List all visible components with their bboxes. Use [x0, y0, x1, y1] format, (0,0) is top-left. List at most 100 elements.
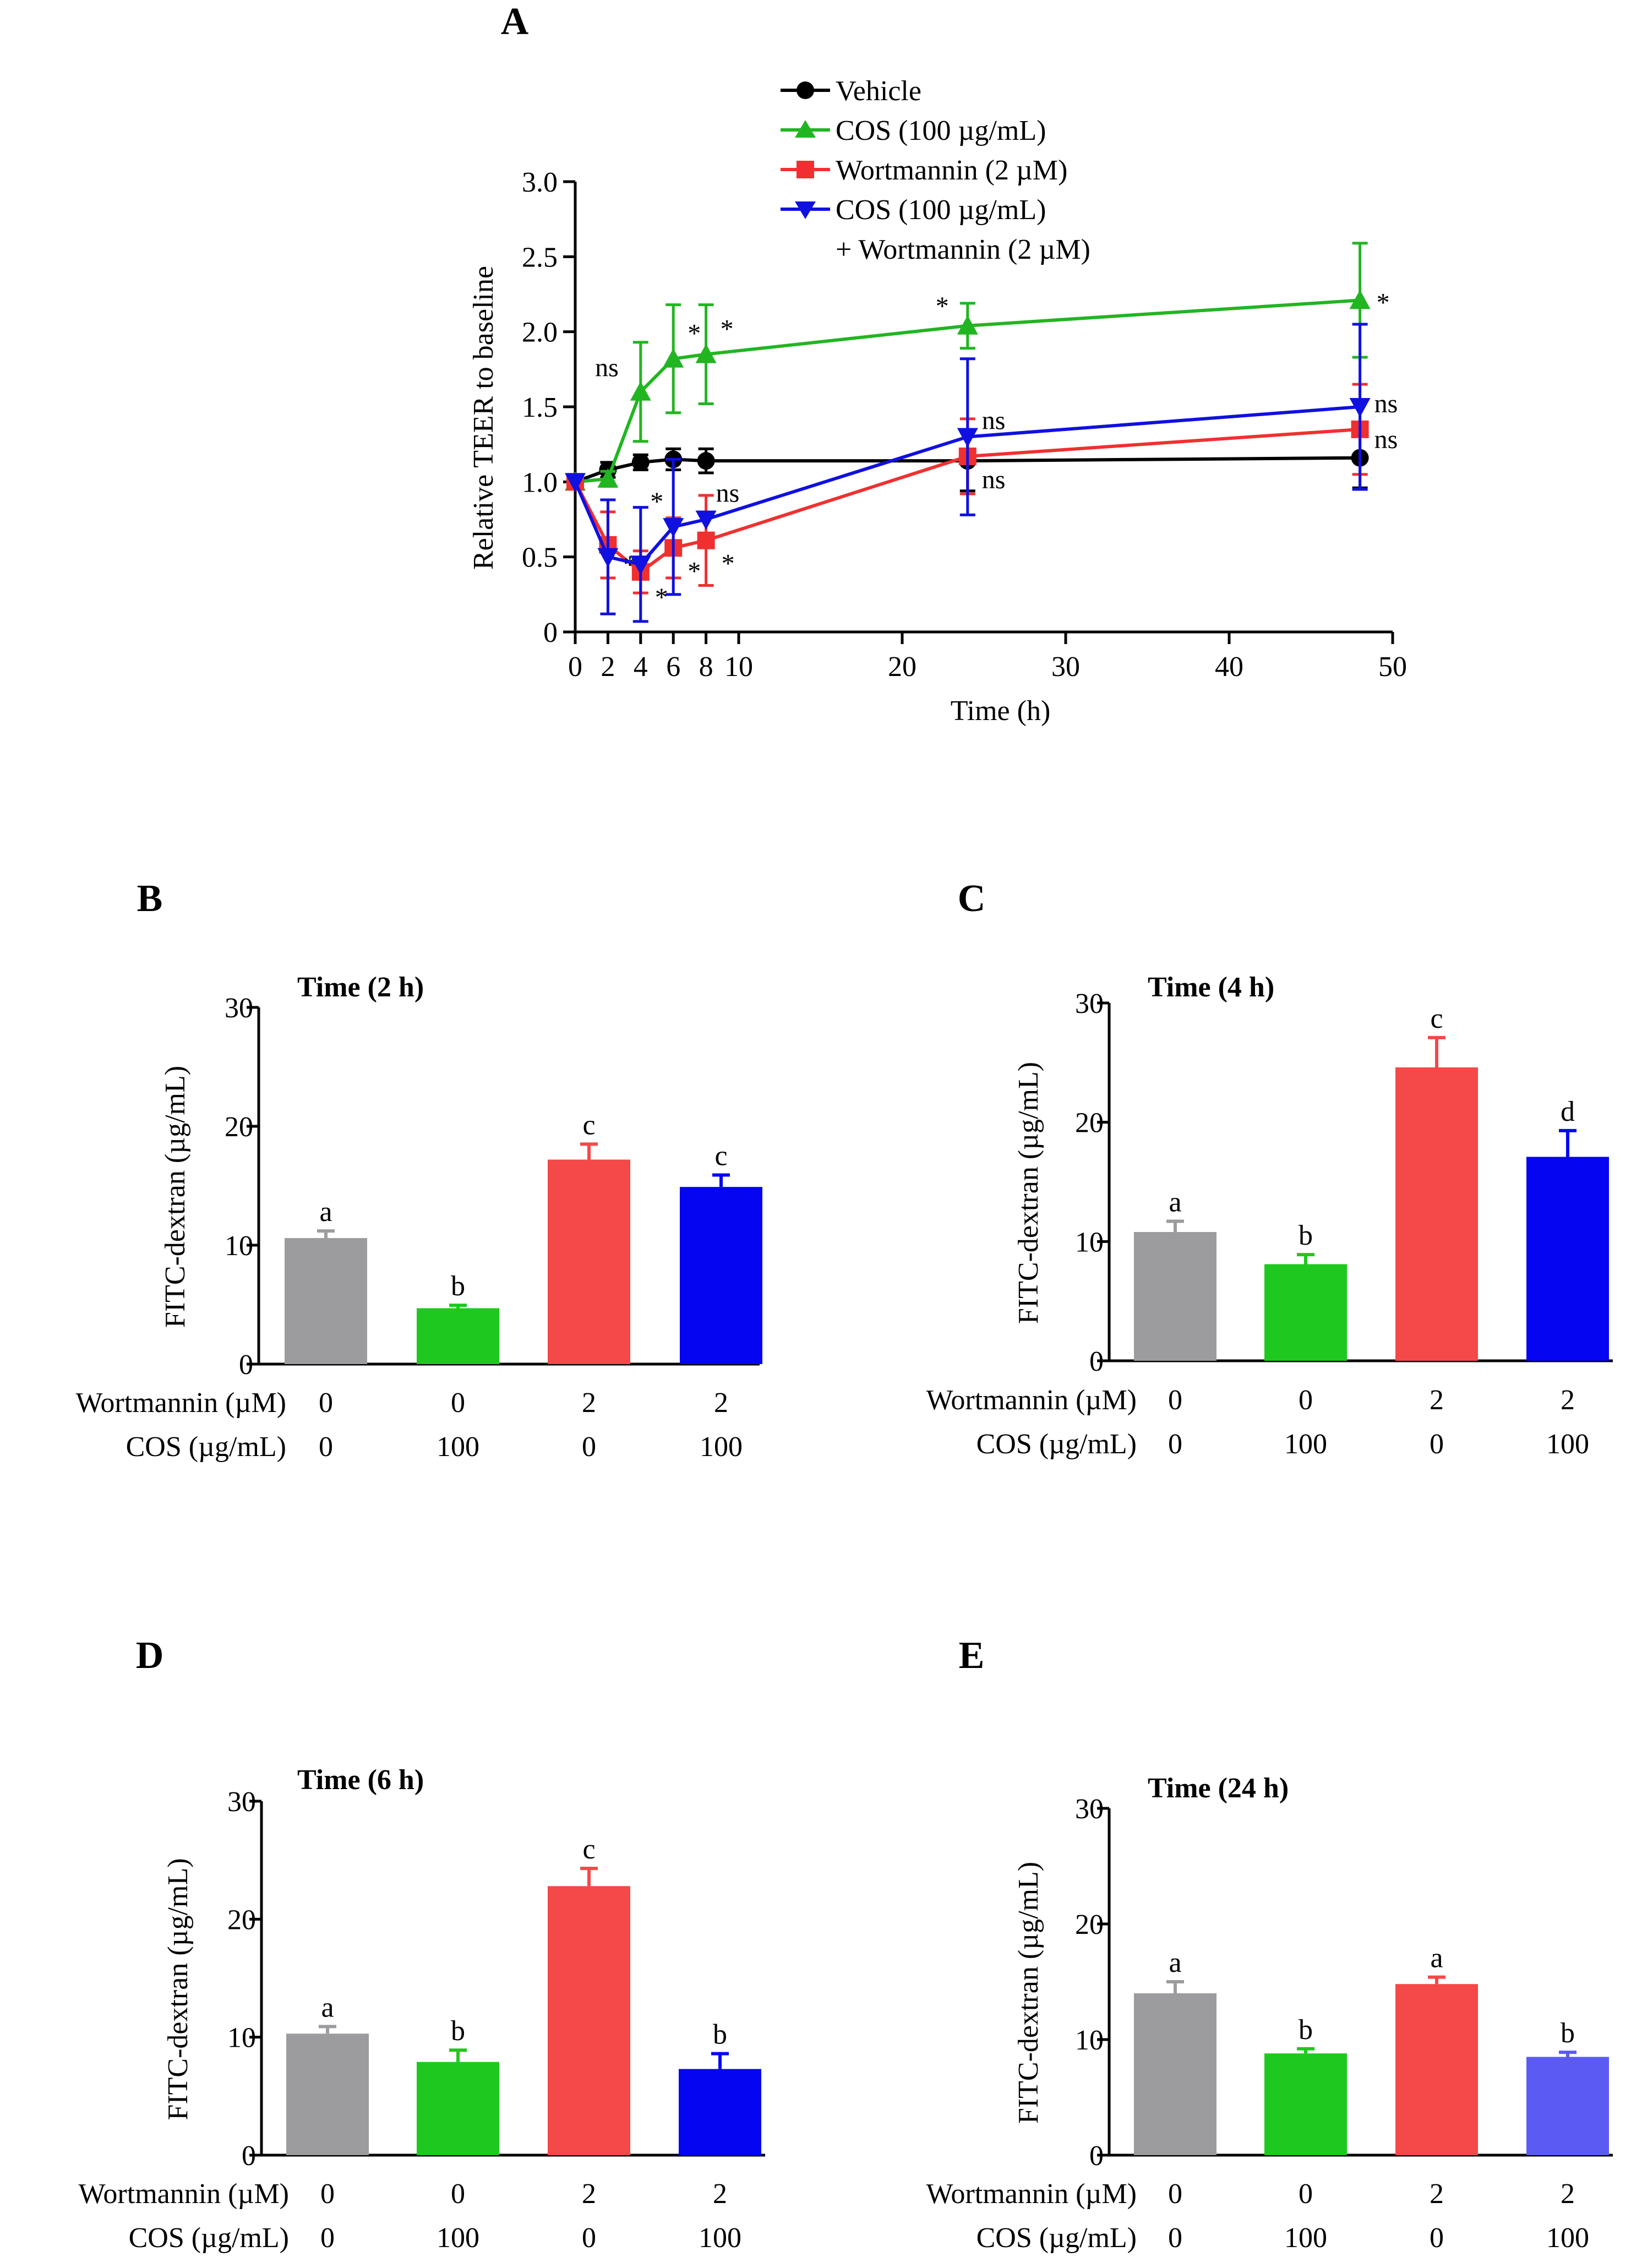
bar	[285, 1238, 367, 1364]
significance-letter: a	[1430, 1943, 1443, 1974]
legend-marker-wortmannin	[797, 161, 814, 178]
category-cos-value: 100	[1284, 2222, 1327, 2254]
category-wortmannin-value: 0	[1168, 2178, 1182, 2210]
category-wortmannin-value: 2	[1430, 2178, 1444, 2210]
significance-letter: a	[321, 1992, 334, 2023]
legend-label-cos: COS (100 µg/mL)	[836, 115, 1046, 146]
legend-label-combo: COS (100 µg/mL)	[836, 194, 1046, 226]
significance-letter: a	[1169, 1947, 1181, 1978]
y-tick-label: 10	[1075, 2025, 1104, 2056]
x-tick-label: 50	[1378, 651, 1407, 683]
y-tick-label: 20	[227, 1904, 256, 1936]
panel-b-letter: B	[137, 877, 163, 920]
x-tick-label: 40	[1215, 651, 1243, 683]
row-label-wortmannin: Wortmannin (µM)	[79, 2178, 289, 2210]
category-wortmannin-value: 2	[714, 1387, 728, 1419]
significance-letter: a	[1169, 1187, 1181, 1218]
category-cos-value: 100	[437, 2222, 479, 2254]
bar	[1264, 1264, 1347, 1361]
significance-letter: a	[319, 1196, 332, 1228]
significance-letter: c	[1430, 1003, 1443, 1034]
category-wortmannin-value: 0	[451, 1387, 465, 1419]
bar	[1526, 2057, 1609, 2155]
category-wortmannin-value: 0	[320, 2178, 335, 2210]
y-axis-title: FITC-dextran (µg/mL)	[162, 1858, 194, 2120]
significance-letter: b	[451, 2015, 465, 2047]
bar	[417, 2062, 499, 2155]
category-cos-value: 0	[1430, 1429, 1444, 1460]
category-cos-value: 100	[437, 1431, 479, 1463]
x-tick-label: 2	[601, 651, 615, 683]
y-tick-label: 0.5	[522, 542, 558, 574]
chart-title: Time (24 h)	[1148, 1773, 1289, 1804]
y-tick-label: 0	[1089, 1346, 1104, 1377]
row-label-wortmannin: Wortmannin (µM)	[76, 1387, 286, 1419]
panel-e-bar-chart: 0 10 20 30 FITC-dextran (µg/mL) Time (24 h) a 0…	[926, 1773, 1613, 2254]
data-point	[565, 473, 586, 493]
significance-label: ns	[1374, 425, 1398, 454]
significance-label: *	[688, 319, 701, 348]
significance-label: ns	[595, 353, 619, 383]
significance-label: *	[1377, 288, 1390, 317]
category-cos-value: 0	[1168, 2222, 1182, 2254]
y-tick-label: 20	[225, 1111, 253, 1143]
significance-letter: c	[714, 1141, 727, 1172]
legend-label-vehicle: Vehicle	[836, 75, 921, 107]
panel-d-letter: D	[136, 1634, 164, 1677]
category-wortmannin-value: 0	[1168, 1384, 1182, 1416]
y-tick-label: 20	[1075, 1108, 1104, 1139]
y-tick-label: 20	[1075, 1909, 1104, 1940]
panel-c-letter: C	[958, 877, 986, 920]
data-point	[630, 381, 651, 401]
category-cos-value: 100	[1546, 2222, 1589, 2254]
chart-title: Time (4 h)	[1148, 972, 1274, 1003]
row-label-cos: COS (µg/mL)	[126, 1431, 286, 1463]
x-tick-label: 8	[699, 651, 713, 683]
category-cos-value: 100	[1284, 1429, 1327, 1460]
significance-letter: b	[713, 2019, 727, 2051]
significance-label: *	[650, 487, 663, 516]
significance-label: ns	[982, 406, 1006, 435]
y-tick-label: 10	[225, 1230, 253, 1262]
data-point	[1349, 290, 1371, 309]
series-combo: * ns ns ns	[565, 323, 1398, 623]
significance-letter: b	[451, 1271, 465, 1302]
legend-marker-combo	[795, 201, 816, 219]
bar	[548, 1159, 630, 1364]
series-cos: ns * * * *	[565, 242, 1390, 491]
y-tick-label: 30	[1075, 1793, 1104, 1825]
chart-title: Time (2 h)	[297, 972, 424, 1003]
y-tick-label: 2.5	[522, 242, 558, 273]
y-tick-label: 0	[543, 617, 558, 648]
legend-item-combo: COS (100 µg/mL) + Wortmannin (2 µM)	[781, 194, 1090, 265]
panel-e-letter: E	[959, 1634, 985, 1677]
legend-item-wortmannin: Wortmannin (2 µM)	[781, 155, 1067, 186]
y-tick-label: 0	[239, 1349, 253, 1381]
significance-label: *	[688, 557, 701, 586]
bar	[548, 1886, 630, 2155]
panel-a-legend: Vehicle COS (100 µg/mL) Wortmannin (2 µM…	[781, 75, 1090, 265]
significance-label: *	[721, 315, 734, 344]
y-tick-label: 2.0	[522, 317, 558, 348]
significance-letter: c	[582, 1109, 595, 1141]
y-tick-label: 0	[242, 2140, 256, 2172]
x-tick-label: 4	[634, 651, 648, 683]
row-label-wortmannin: Wortmannin (µM)	[926, 1384, 1137, 1416]
bar	[680, 1187, 762, 1364]
bar	[1395, 1984, 1478, 2155]
x-tick-label: 30	[1051, 651, 1080, 683]
y-axis-title: FITC-dextran (µg/mL)	[1013, 1862, 1044, 2124]
category-cos-value: 0	[1168, 1429, 1182, 1460]
row-label-wortmannin: Wortmannin (µM)	[926, 2178, 1137, 2210]
significance-label: *	[623, 550, 636, 580]
category-cos-value: 0	[320, 2222, 335, 2254]
category-wortmannin-value: 2	[1561, 1384, 1575, 1416]
legend-label-wortmannin: Wortmannin (2 µM)	[836, 155, 1067, 186]
y-tick-label: 10	[1075, 1226, 1104, 1258]
bar	[679, 2069, 761, 2155]
row-label-cos: COS (µg/mL)	[977, 1429, 1137, 1460]
y-tick-label: 10	[227, 2022, 256, 2054]
x-tick-label: 6	[666, 651, 680, 683]
significance-letter: c	[582, 1834, 595, 1865]
